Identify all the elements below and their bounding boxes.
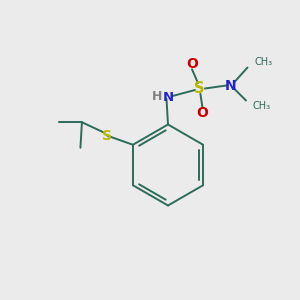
Text: CH₃: CH₃ — [253, 101, 271, 111]
Text: O: O — [196, 106, 208, 120]
Text: N: N — [162, 91, 174, 104]
Text: H: H — [152, 90, 162, 103]
Text: S: S — [194, 81, 205, 96]
Text: CH₃: CH₃ — [254, 57, 272, 67]
Text: S: S — [102, 129, 112, 143]
Text: O: O — [186, 57, 198, 71]
Text: N: N — [225, 79, 237, 92]
